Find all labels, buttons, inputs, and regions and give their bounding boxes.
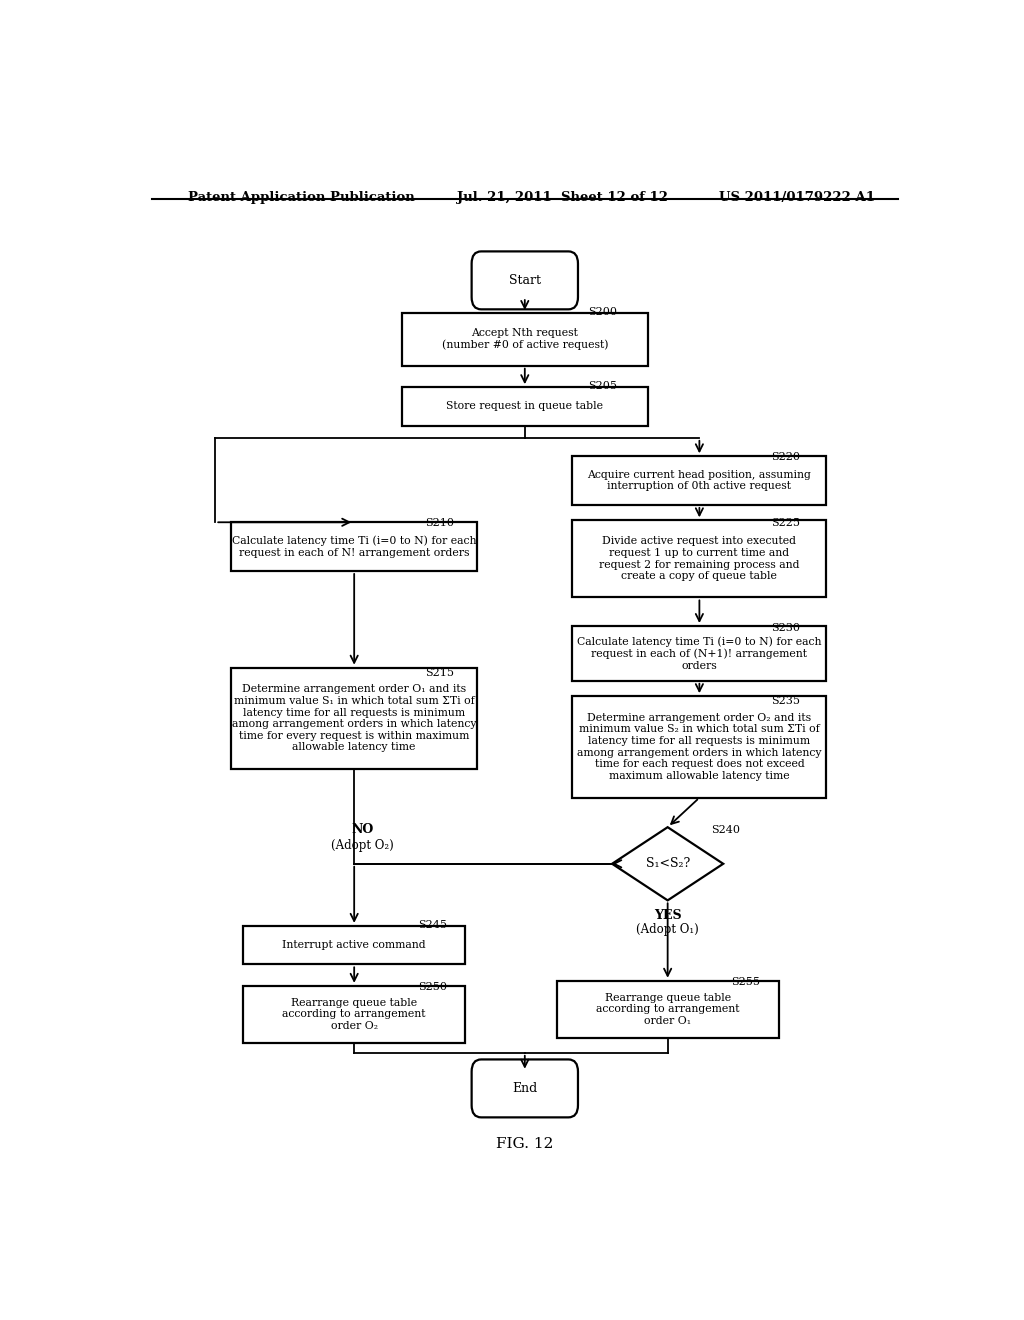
Text: S225: S225 [771,519,800,528]
Text: Accept Nth request
(number #0 of active request): Accept Nth request (number #0 of active … [441,329,608,350]
Text: S210: S210 [426,519,455,528]
Text: Patent Application Publication: Patent Application Publication [187,190,415,203]
Text: (Adopt O₂): (Adopt O₂) [331,838,393,851]
Text: Acquire current head position, assuming
interruption of 0th active request: Acquire current head position, assuming … [588,470,811,491]
Bar [401,387,648,426]
Text: FIG. 12: FIG. 12 [496,1138,554,1151]
Text: S235: S235 [771,696,800,706]
FancyBboxPatch shape [472,251,578,309]
Text: S250: S250 [418,982,446,991]
Bar [557,981,779,1038]
Text: Interrupt active command: Interrupt active command [283,940,426,950]
Text: NO: NO [351,824,373,837]
Text: Start: Start [509,273,541,286]
Text: S200: S200 [588,308,617,317]
Text: Calculate latency time Ti (i=0 to N) for each
request in each of (N+1)! arrangem: Calculate latency time Ti (i=0 to N) for… [578,636,821,671]
Text: Jul. 21, 2011  Sheet 12 of 12: Jul. 21, 2011 Sheet 12 of 12 [458,190,669,203]
Text: S215: S215 [426,668,455,677]
Bar [572,457,826,506]
Text: (Adopt O₁): (Adopt O₁) [636,923,699,936]
Bar [231,668,477,770]
Text: Determine arrangement order O₂ and its
minimum value S₂ in which total sum ΣTi o: Determine arrangement order O₂ and its m… [578,713,821,781]
Text: End: End [512,1082,538,1094]
Text: S₁<S₂?: S₁<S₂? [645,857,690,870]
Text: S255: S255 [731,977,760,987]
Text: YES: YES [654,908,681,921]
Bar [572,520,826,598]
Text: Calculate latency time Ti (i=0 to N) for each
request in each of N! arrangement : Calculate latency time Ti (i=0 to N) for… [231,536,476,558]
Text: S220: S220 [771,453,800,462]
Text: US 2011/0179222 A1: US 2011/0179222 A1 [719,190,876,203]
FancyBboxPatch shape [472,1060,578,1117]
Text: Determine arrangement order O₁ and its
minimum value S₁ in which total sum ΣTi o: Determine arrangement order O₁ and its m… [231,685,476,752]
Bar [243,925,465,965]
Text: Divide active request into executed
request 1 up to current time and
request 2 f: Divide active request into executed requ… [599,536,800,581]
Bar [572,626,826,681]
Text: Rearrange queue table
according to arrangement
order O₁: Rearrange queue table according to arran… [596,993,739,1026]
Bar [231,523,477,572]
Bar [572,696,826,797]
Polygon shape [612,828,723,900]
Text: S240: S240 [712,825,740,836]
Text: Store request in queue table: Store request in queue table [446,401,603,412]
Text: Rearrange queue table
according to arrangement
order O₂: Rearrange queue table according to arran… [283,998,426,1031]
Text: S230: S230 [771,623,800,634]
Bar [401,313,648,366]
Bar [243,986,465,1043]
Text: S245: S245 [418,920,446,929]
Text: S205: S205 [588,381,617,391]
